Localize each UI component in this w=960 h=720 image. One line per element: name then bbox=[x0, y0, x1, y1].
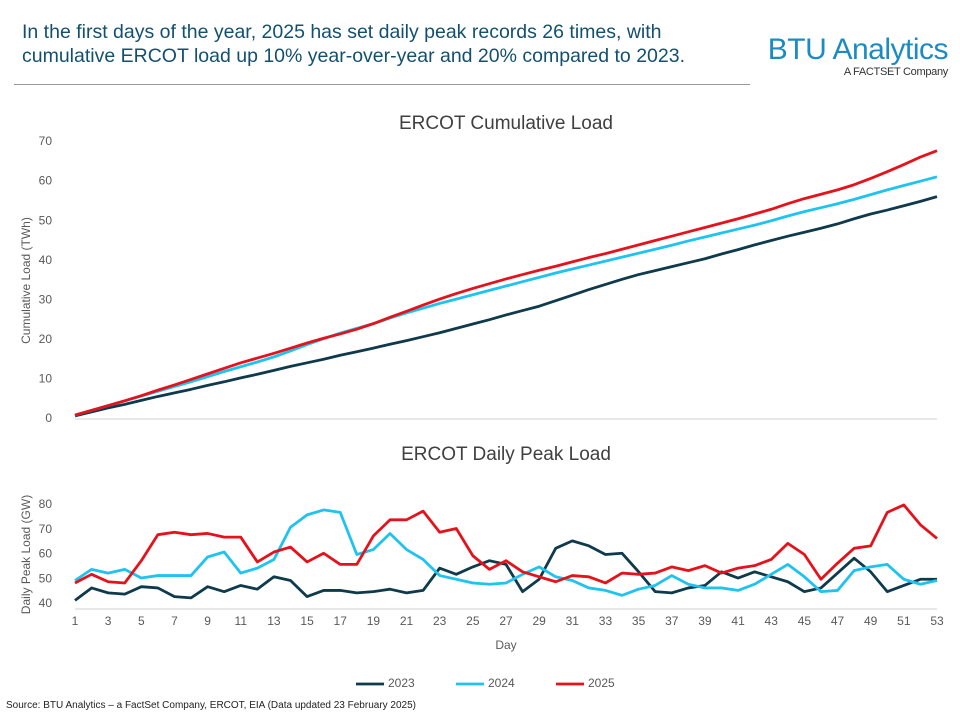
y-tick-label: 50 bbox=[39, 571, 53, 585]
y-axis-label: Daily Peak Load (GW) bbox=[19, 495, 33, 614]
x-tick-label: 27 bbox=[499, 614, 513, 628]
x-tick-label: 39 bbox=[698, 614, 712, 628]
source-note: Source: BTU Analytics – a FactSet Compan… bbox=[6, 700, 417, 711]
legend-label: 2023 bbox=[388, 676, 415, 690]
x-tick-label: 47 bbox=[831, 614, 845, 628]
x-tick-label: 13 bbox=[267, 614, 281, 628]
x-tick-label: 17 bbox=[334, 614, 348, 628]
y-tick-label: 20 bbox=[39, 332, 53, 346]
x-tick-label: 7 bbox=[171, 614, 178, 628]
x-tick-label: 45 bbox=[798, 614, 812, 628]
y-tick-label: 30 bbox=[39, 292, 53, 306]
y-tick-label: 70 bbox=[39, 522, 53, 536]
x-tick-label: 53 bbox=[930, 614, 944, 628]
line-series bbox=[74, 503, 938, 585]
y-axis-label: Cumulative Load (TWh) bbox=[19, 217, 33, 344]
x-tick-label: 29 bbox=[532, 614, 546, 628]
legend-label: 2024 bbox=[488, 676, 515, 690]
x-tick-label: 41 bbox=[731, 614, 745, 628]
x-tick-label: 9 bbox=[204, 614, 211, 628]
x-tick-label: 15 bbox=[300, 614, 314, 628]
line-series bbox=[74, 195, 938, 418]
line-series bbox=[74, 539, 937, 602]
x-tick-label: 5 bbox=[138, 614, 145, 628]
x-tick-label: 49 bbox=[864, 614, 878, 628]
y-tick-label: 60 bbox=[39, 174, 53, 188]
x-tick-label: 23 bbox=[433, 614, 447, 628]
x-tick-label: 43 bbox=[765, 614, 779, 628]
x-tick-label: 31 bbox=[566, 614, 580, 628]
x-tick-label: 25 bbox=[466, 614, 480, 628]
legend-label: 2025 bbox=[588, 676, 615, 690]
x-tick-label: 19 bbox=[367, 614, 381, 628]
y-tick-label: 50 bbox=[39, 213, 53, 227]
y-tick-label: 60 bbox=[39, 547, 53, 561]
x-tick-label: 3 bbox=[105, 614, 112, 628]
header-rule bbox=[14, 84, 750, 85]
x-tick-label: 37 bbox=[665, 614, 679, 628]
y-tick-label: 80 bbox=[39, 497, 53, 511]
y-tick-label: 10 bbox=[39, 372, 53, 386]
x-tick-label: 51 bbox=[897, 614, 911, 628]
x-tick-label: 1 bbox=[72, 614, 79, 628]
line-series bbox=[74, 175, 938, 417]
y-tick-label: 0 bbox=[45, 411, 52, 425]
chart-title: ERCOT Cumulative Load bbox=[399, 113, 613, 134]
y-tick-label: 40 bbox=[39, 596, 53, 610]
logo-text: BTU Analytics bbox=[767, 33, 949, 66]
headline: In the first days of the year, 2025 has … bbox=[22, 21, 685, 67]
x-tick-label: 35 bbox=[632, 614, 646, 628]
x-tick-label: 33 bbox=[599, 614, 613, 628]
logo: BTU Analytics A FACTSET Company bbox=[767, 33, 949, 79]
x-tick-label: 21 bbox=[400, 614, 414, 628]
logo-tagline: A FACTSET Company bbox=[843, 66, 948, 78]
line-series bbox=[74, 149, 938, 417]
x-tick-label: 11 bbox=[235, 614, 248, 628]
y-tick-label: 70 bbox=[39, 134, 53, 148]
chart-title: ERCOT Daily Peak Load bbox=[401, 444, 611, 465]
y-tick-label: 40 bbox=[39, 253, 53, 267]
x-axis-label: Day bbox=[495, 638, 516, 652]
line-series bbox=[74, 508, 938, 597]
